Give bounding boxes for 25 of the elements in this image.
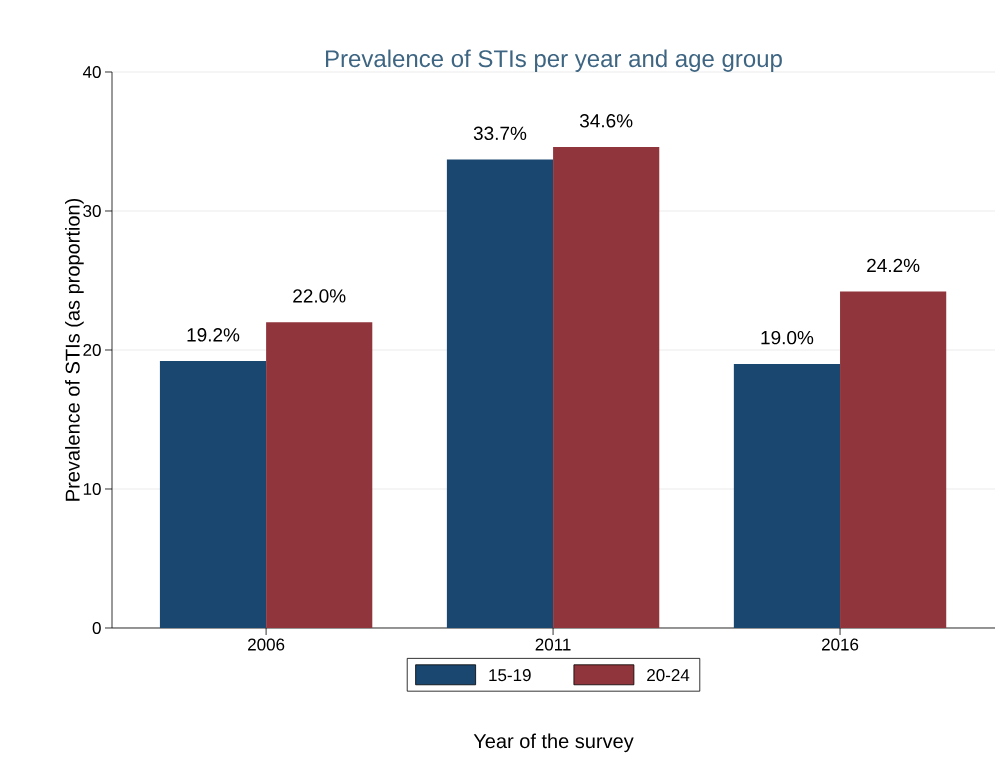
bar: [840, 291, 947, 628]
data-label: 19.2%: [187, 328, 240, 342]
x-tick-label: 2011: [535, 638, 571, 651]
y-axis-title: Prevalence of STIs (as proportion): [65, 198, 84, 501]
chart-title: Prevalence of STIs per year and age group: [326, 49, 782, 72]
x-tick-label: 2016: [821, 638, 859, 651]
y-tick-label: 30: [83, 204, 101, 218]
bar: [159, 361, 267, 628]
y-tick-label: 20: [83, 343, 101, 357]
data-label: 24.2%: [867, 258, 920, 273]
legend-label: 20-24: [647, 669, 690, 682]
data-label: 34.6%: [579, 114, 633, 128]
legend-label: 15-19: [489, 669, 531, 682]
bar: [266, 322, 373, 628]
x-tick-label: 2006: [248, 638, 285, 651]
y-tick-label: 40: [82, 65, 101, 79]
data-label: 22.0%: [293, 289, 346, 303]
bar: [446, 159, 554, 628]
x-axis-title: Year of the survey: [473, 733, 634, 753]
bar: [553, 147, 660, 628]
data-label: 33.7%: [473, 126, 527, 141]
bar: [733, 363, 841, 628]
y-tick-label: 0: [92, 621, 101, 635]
data-label: 19.0%: [761, 330, 814, 345]
y-tick-label: 10: [83, 482, 101, 496]
